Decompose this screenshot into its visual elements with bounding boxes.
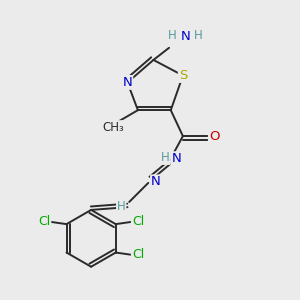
Text: H: H bbox=[161, 151, 170, 164]
Text: Cl: Cl bbox=[38, 215, 50, 228]
Text: S: S bbox=[179, 69, 187, 82]
Text: H: H bbox=[117, 200, 126, 213]
Text: H: H bbox=[168, 29, 177, 42]
Text: CH₃: CH₃ bbox=[103, 121, 124, 134]
Text: N: N bbox=[172, 152, 182, 165]
Text: N: N bbox=[123, 76, 132, 89]
Text: Cl: Cl bbox=[132, 215, 144, 228]
Text: H: H bbox=[194, 29, 203, 42]
Text: O: O bbox=[209, 130, 219, 142]
Text: Cl: Cl bbox=[132, 248, 144, 262]
Text: N: N bbox=[181, 30, 190, 43]
Text: N: N bbox=[151, 176, 161, 188]
